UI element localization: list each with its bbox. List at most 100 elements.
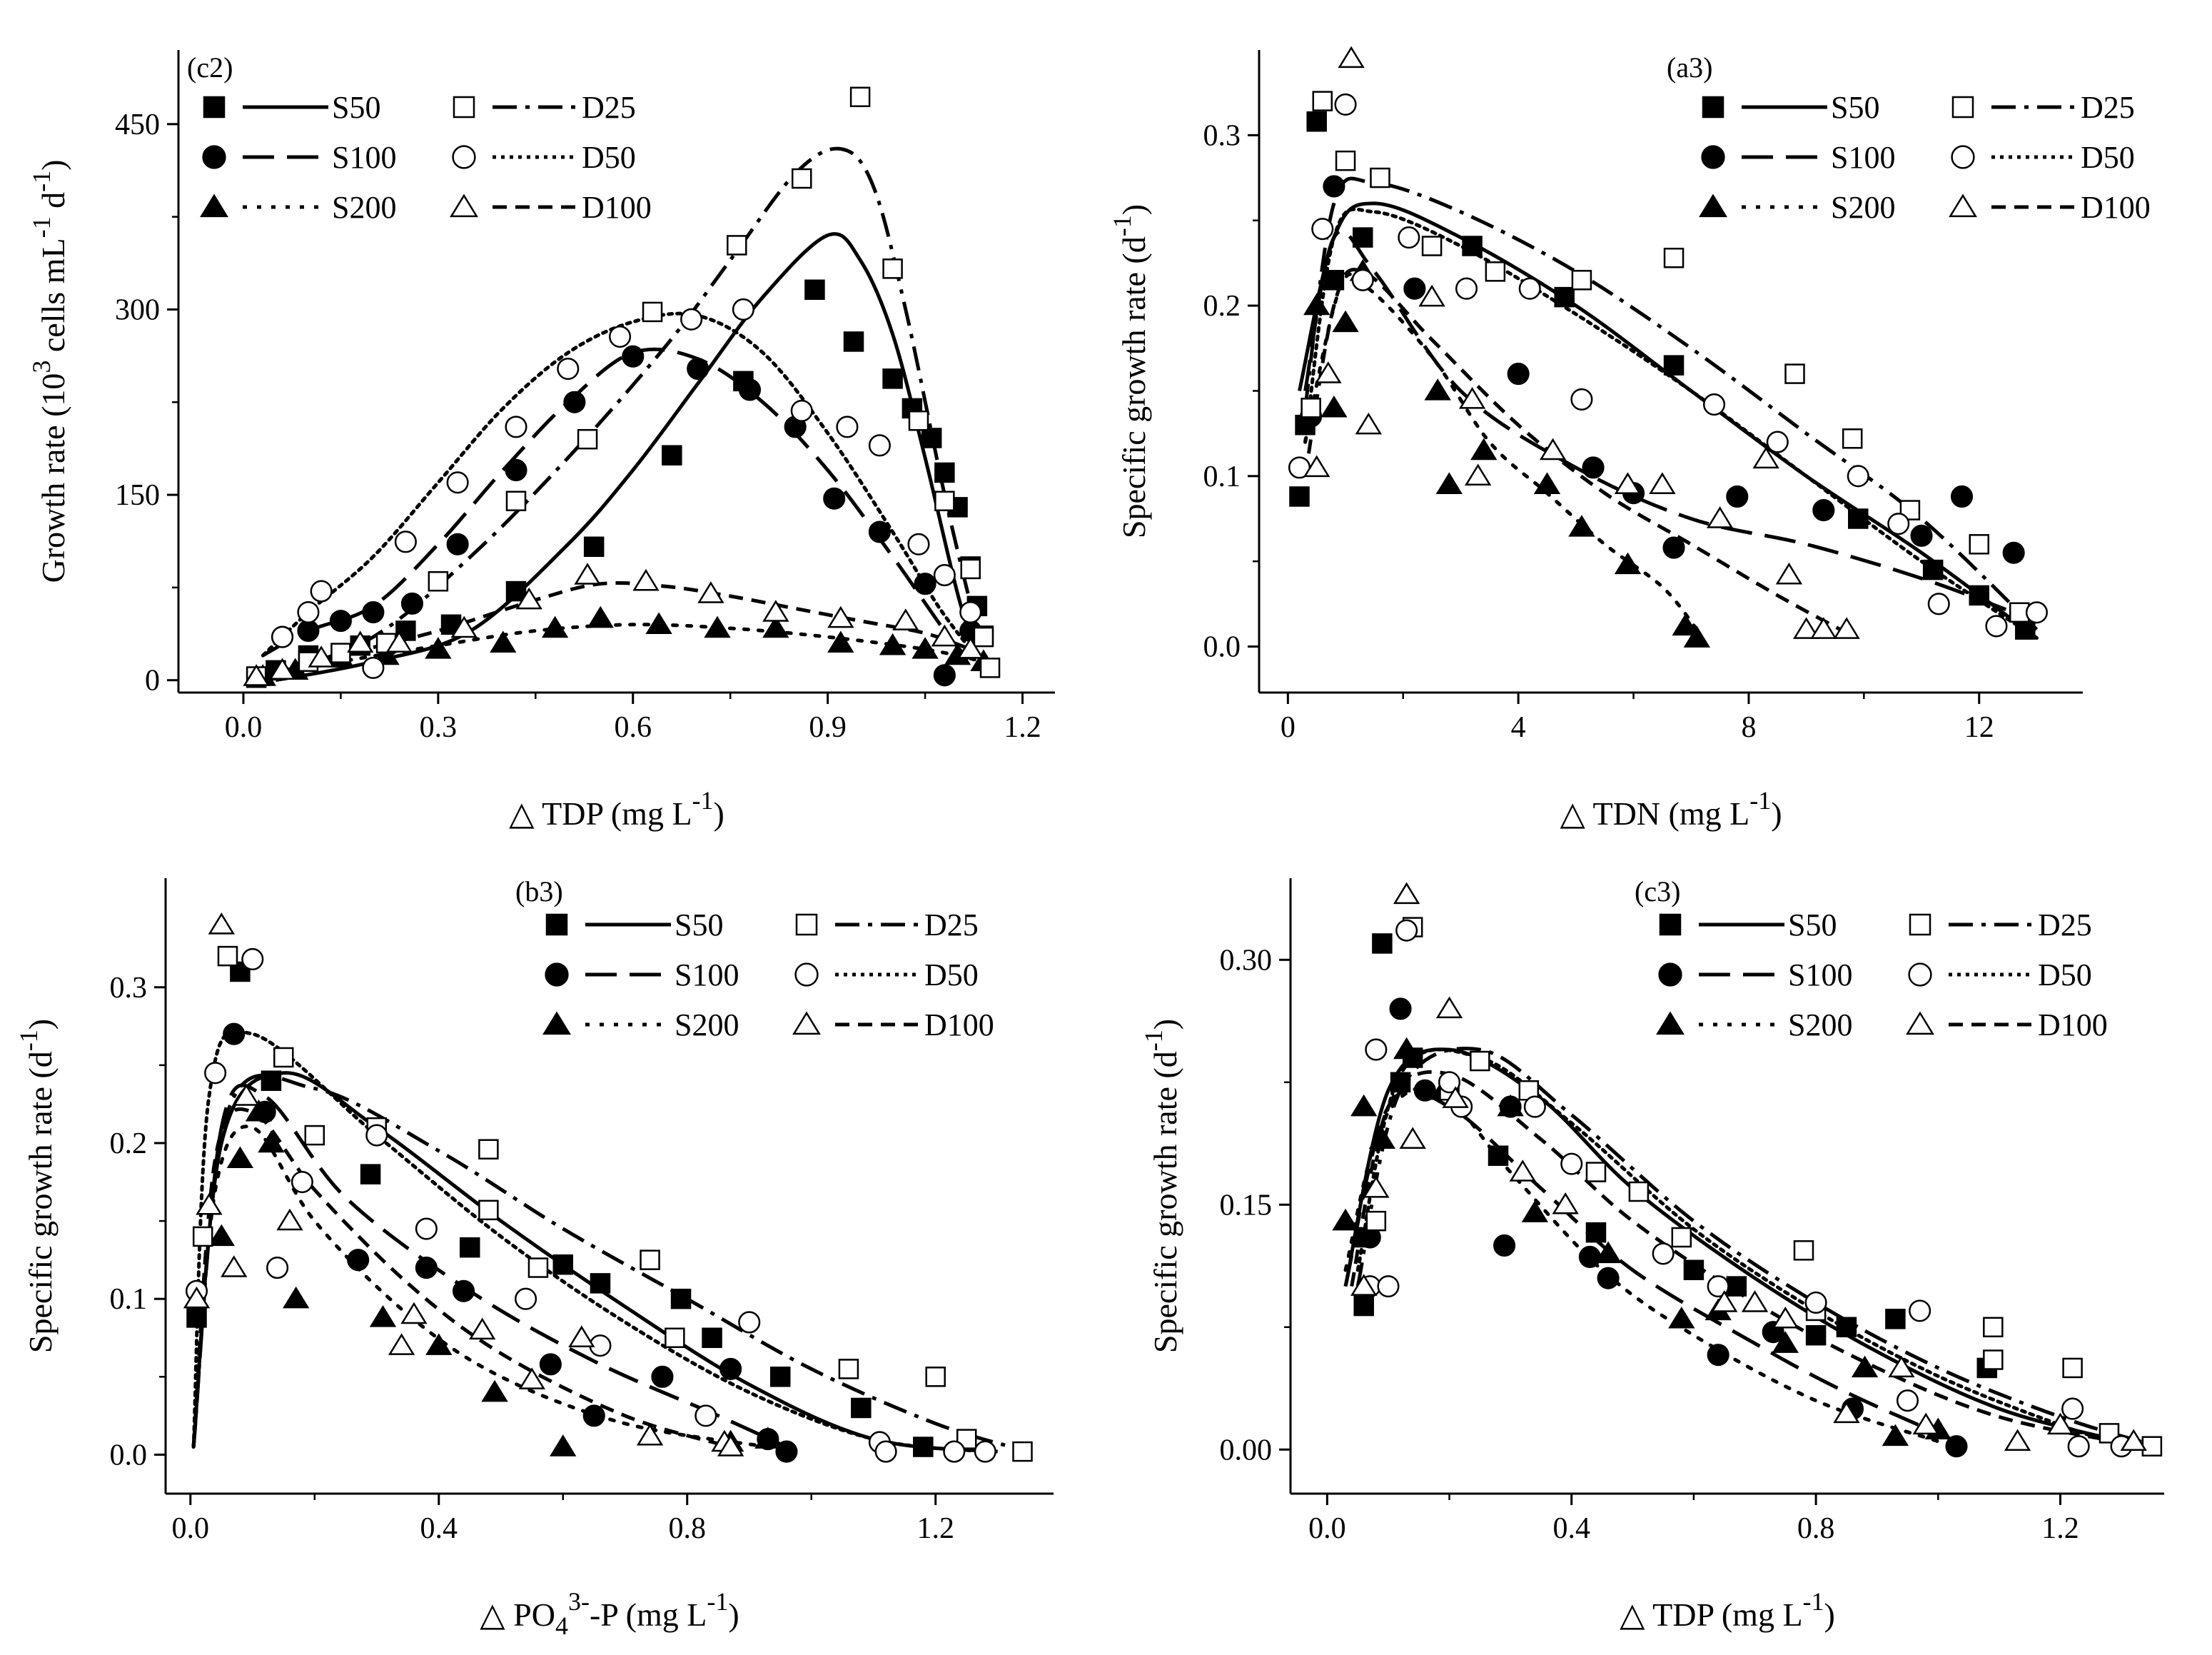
data-point-s200 (754, 1427, 782, 1449)
data-point-s50 (1353, 227, 1373, 248)
data-point-s200 (1435, 472, 1463, 494)
data-point-d25 (1983, 1349, 2004, 1370)
legend-label-d100: D100 (924, 1007, 994, 1042)
x-tick-label: 4 (1511, 711, 1526, 744)
y-tick-label: 0.3 (110, 972, 148, 1005)
data-point-d100 (400, 1302, 428, 1324)
legend-marker-s50 (1702, 96, 1724, 119)
data-point-d100 (892, 608, 919, 630)
data-point-d100 (1393, 882, 1420, 905)
data-point-d25 (527, 1257, 549, 1278)
data-point-s100 (453, 1279, 475, 1302)
y-tick-label: 0.1 (110, 1283, 148, 1316)
data-point-d25 (505, 491, 527, 511)
data-point-s200 (1568, 515, 1595, 537)
data-point-d50 (943, 1440, 966, 1463)
legend-marker-s200 (1699, 193, 1727, 218)
x-tick-label: 0 (1281, 711, 1296, 744)
data-point-d25 (960, 558, 981, 580)
data-point-d100 (1435, 996, 1463, 1019)
data-point-d100 (636, 1423, 664, 1446)
data-point-d50 (732, 298, 754, 321)
x-tick-label: 12 (1964, 711, 1994, 744)
legend-label-s200: S200 (332, 190, 396, 225)
legend-label-d25: D25 (2081, 90, 2135, 125)
data-point-d50 (1395, 919, 1418, 942)
data-point-s100 (719, 1357, 742, 1380)
data-point-d25 (2062, 1357, 2083, 1379)
legend-marker-s50 (1659, 913, 1682, 936)
data-point-s100 (868, 520, 891, 543)
x-tick-label: 0.0 (1308, 1512, 1346, 1545)
data-point-d50 (1652, 1242, 1675, 1265)
data-point-s50 (921, 428, 942, 448)
data-point-s50 (1323, 270, 1345, 291)
data-point-s50 (505, 580, 527, 602)
y-axis-label: Specific growth rate (d-1) (14, 1019, 59, 1353)
data-point-d25 (1485, 261, 1506, 282)
data-point-s100 (823, 487, 846, 510)
data-point-d50 (1334, 93, 1357, 116)
data-point-d50 (959, 600, 982, 624)
data-point-s200 (1497, 1094, 1524, 1117)
data-point-d100 (574, 563, 601, 585)
data-point-d100 (1614, 472, 1642, 494)
data-point-d50 (1365, 1038, 1388, 1061)
data-point-s200 (1521, 1200, 1549, 1222)
data-point-s200 (1470, 438, 1498, 461)
data-point-d100 (1649, 472, 1676, 494)
data-point-d50 (836, 416, 859, 438)
legend-marker-d100 (450, 193, 478, 218)
data-point-d50 (1847, 465, 1869, 488)
legend-marker-s200 (200, 193, 228, 218)
legend-marker-d50 (1908, 962, 1932, 987)
data-point-s100 (738, 378, 762, 401)
data-point-s50 (1353, 1295, 1374, 1317)
data-point-s100 (1726, 485, 1749, 508)
data-point-d50 (695, 1404, 717, 1427)
legend-marker-s200 (1656, 1011, 1685, 1035)
data-point-d25 (979, 658, 1001, 678)
data-point-d50 (557, 357, 580, 381)
data-point-s50 (1306, 111, 1327, 132)
data-point-d25 (1365, 1210, 1387, 1232)
data-point-s50 (1462, 236, 1483, 256)
data-point-d25 (1312, 91, 1333, 111)
data-point-d100 (1509, 1159, 1536, 1182)
data-point-d50 (394, 530, 417, 553)
legend-marker-s100 (545, 962, 569, 987)
data-point-d100 (957, 637, 984, 659)
fit-curve-d50 (191, 1029, 987, 1454)
legend-label-d25: D25 (924, 907, 979, 942)
data-point-d50 (446, 471, 469, 494)
data-point-d25 (478, 1139, 499, 1159)
data-point-s200 (1533, 472, 1561, 494)
data-point-d25 (640, 1249, 660, 1270)
data-point-d100 (717, 1434, 744, 1457)
legend-marker-d100 (1906, 1011, 1934, 1035)
legend-marker-d25 (795, 913, 818, 936)
x-tick-label: 0.9 (809, 711, 847, 744)
data-point-s100 (505, 458, 527, 482)
data-point-s50 (1390, 1072, 1411, 1093)
data-point-d50 (1707, 1275, 1729, 1298)
data-point-s50 (1922, 559, 1944, 580)
data-point-d100 (1338, 46, 1365, 69)
data-point-s200 (373, 643, 400, 665)
data-point-s50 (1554, 286, 1575, 308)
data-point-d100 (1741, 1290, 1769, 1312)
legend: S50 S100 S200 D25 D50 D100 (1656, 907, 2108, 1042)
data-point-d25 (304, 1125, 325, 1146)
data-point-s50 (670, 1288, 692, 1309)
data-point-s50 (186, 1307, 207, 1328)
panel-a3: 0 4 8 12 0.0 0.1 0.2 0.3 (a3) △ TDN (mg L-1) Speci… (1108, 46, 2151, 832)
data-point-d100 (697, 581, 724, 603)
data-point-d50 (738, 1311, 761, 1334)
data-point-d100 (1458, 387, 1486, 409)
data-point-d25 (1470, 1050, 1490, 1072)
data-point-s100 (933, 664, 956, 687)
data-point-d25 (665, 1327, 685, 1349)
data-point-d100 (1792, 617, 1820, 639)
legend-label-d100: D100 (2081, 190, 2151, 225)
